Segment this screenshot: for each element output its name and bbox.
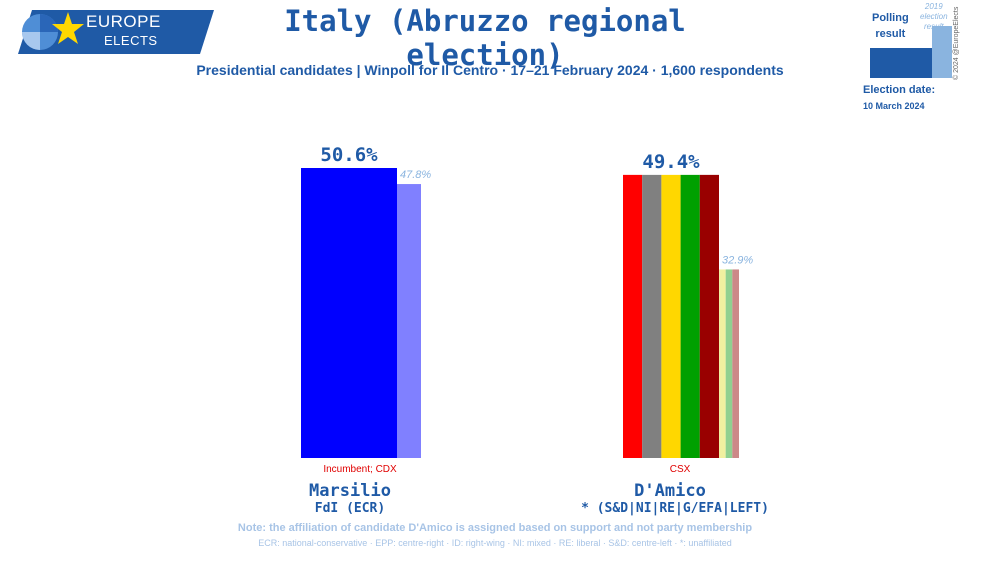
bar-prev-damico-seg-3 [732, 269, 739, 458]
candidate-tag-marsilio: Incumbent; CDX [323, 464, 397, 475]
logo-text-europe: EUROPE [86, 12, 161, 31]
election-date-label: Election date: [863, 84, 936, 96]
bar-poll-damico-seg-4 [680, 174, 700, 458]
legend-polling-label: Polling result [872, 12, 909, 40]
candidate-party-damico: * (S&D|NI|RE|G/EFA|LEFT) [581, 501, 769, 516]
chart-title: Italy (Abruzzo regional election) [284, 4, 686, 72]
value-label-prev-marsilio: 47.8% [400, 169, 431, 181]
value-label-poll-marsilio: 50.6% [320, 144, 378, 166]
value-label-prev-damico: 32.9% [722, 254, 753, 266]
candidate-party-marsilio: FdI (ECR) [314, 501, 386, 516]
bar-poll-damico-seg-3 [661, 174, 681, 458]
bar-poll-damico-seg-2 [642, 174, 662, 458]
affiliation-note: Note: the affiliation of candidate D'Ami… [237, 522, 753, 534]
bar-prev-marsilio [397, 184, 421, 458]
candidate-name-marsilio: Marsilio [309, 481, 391, 501]
candidate-name-damico: D'Amico [634, 481, 706, 501]
legend-swatches [870, 26, 952, 78]
candidate-tag-damico: CSX [669, 464, 691, 475]
chart-subtitle: Presidential candidates | Winpoll for Il… [196, 62, 784, 78]
europe-elects-logo [18, 10, 214, 54]
group-legend-note: ECR: national-conservative · EPP: centre… [258, 538, 732, 548]
bar-poll-damico-seg-5 [699, 174, 719, 458]
bar-prev-damico-seg-2 [725, 269, 733, 458]
bar-poll-damico-seg-1 [623, 174, 643, 458]
bar-prev-damico-seg-1 [719, 269, 726, 458]
legend-previous-swatch [932, 26, 952, 78]
value-label-poll-damico: 49.4% [642, 151, 700, 173]
bar-poll-marsilio [301, 168, 397, 458]
legend-polling-swatch [870, 48, 932, 78]
election-date-value: 10 March 2024 [863, 101, 925, 111]
logo-text-elects: ELECTS [104, 33, 158, 48]
